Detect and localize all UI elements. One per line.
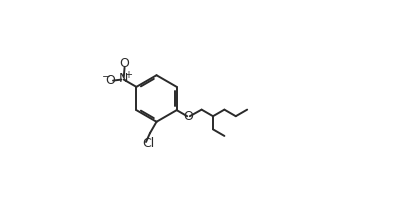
Text: O: O [120, 57, 129, 70]
Text: +: + [124, 70, 132, 80]
Text: −: − [102, 72, 110, 82]
Text: O: O [183, 110, 193, 123]
Text: N: N [119, 72, 128, 85]
Text: Cl: Cl [142, 137, 154, 150]
Text: O: O [105, 74, 115, 87]
